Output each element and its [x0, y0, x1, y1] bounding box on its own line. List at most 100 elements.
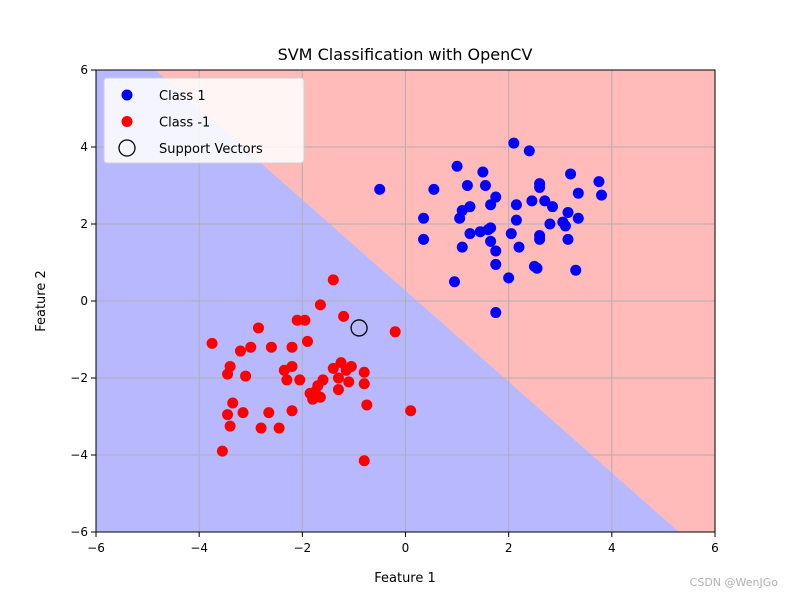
point-series0-47	[503, 272, 515, 284]
point-series0-1	[523, 145, 535, 157]
y-tick-label-4: 2	[80, 217, 88, 231]
point-series1-27	[343, 376, 355, 388]
point-series0-15	[510, 199, 522, 211]
point-series1-16	[335, 357, 347, 369]
point-series1-9	[234, 345, 246, 357]
x-tick-label-5: 4	[608, 541, 616, 555]
x-tick-label-3: 0	[402, 541, 410, 555]
point-series1-28	[358, 378, 370, 390]
x-tick-label-0: −6	[87, 541, 105, 555]
point-series1-45	[216, 445, 228, 457]
point-series1-3	[299, 314, 311, 326]
point-series1-37	[237, 407, 249, 419]
y-tick-label-5: 4	[80, 140, 88, 154]
legend-marker-1	[121, 116, 133, 127]
legend-box	[103, 77, 305, 164]
point-series0-8	[593, 176, 605, 188]
point-series0-4	[461, 180, 473, 191]
legend-label-0: Class 1	[159, 89, 206, 104]
point-series1-4	[338, 310, 350, 322]
point-series1-24	[294, 374, 306, 386]
point-series1-34	[307, 393, 319, 405]
point-series1-15	[286, 360, 298, 372]
point-series0-13	[596, 189, 608, 201]
point-series0-22	[562, 206, 574, 218]
point-series1-38	[263, 407, 275, 419]
point-series1-7	[206, 337, 218, 349]
point-series0-25	[510, 214, 522, 226]
point-series0-7	[565, 168, 577, 180]
y-axis-label: Feature 2	[34, 270, 49, 332]
point-series1-19	[340, 364, 352, 376]
point-series1-40	[222, 409, 234, 421]
point-series1-11	[286, 341, 298, 353]
chart-title: SVM Classification with OpenCV	[278, 45, 533, 64]
point-series0-29	[464, 228, 476, 240]
y-tick-label-0: −6	[70, 525, 88, 539]
point-series0-41	[562, 233, 574, 245]
y-tick-label-3: 0	[80, 294, 88, 308]
point-series0-14	[490, 191, 502, 203]
point-series0-2	[451, 160, 463, 172]
point-series0-40	[534, 233, 546, 245]
legend-marker-0	[121, 89, 133, 101]
point-series0-21	[547, 201, 559, 213]
legend-marker-2	[118, 139, 136, 157]
point-series0-27	[544, 218, 556, 230]
point-series1-6	[389, 326, 401, 338]
point-series0-0	[508, 137, 520, 149]
point-series1-1	[314, 299, 326, 311]
point-series0-46	[570, 264, 582, 276]
point-series1-23	[281, 374, 293, 386]
point-series1-26	[332, 372, 344, 384]
legend-label-1: Class -1	[159, 116, 210, 131]
x-tick-label-2: −2	[293, 541, 311, 555]
point-series0-48	[449, 276, 461, 288]
point-series0-20	[485, 199, 497, 211]
point-series1-22	[240, 370, 252, 382]
point-series0-9	[374, 183, 386, 195]
support-vector-0	[350, 319, 368, 337]
y-tick-label-1: −4	[70, 448, 88, 462]
point-series0-35	[559, 220, 571, 232]
point-series0-45	[531, 262, 543, 274]
point-series0-11	[534, 181, 546, 193]
x-axis-label: Feature 1	[374, 571, 436, 586]
point-series1-2	[291, 314, 303, 326]
x-tick-label-1: −4	[190, 541, 208, 555]
point-series1-21	[222, 368, 234, 380]
y-tick-label-6: 6	[80, 63, 88, 77]
point-series0-3	[477, 166, 489, 178]
point-series1-17	[327, 362, 339, 374]
point-series1-43	[273, 422, 285, 434]
legend-label-2: Support Vectors	[159, 142, 263, 157]
point-series1-20	[358, 366, 370, 378]
point-series1-41	[405, 405, 417, 417]
x-tick-label-4: 2	[505, 541, 513, 555]
point-series0-10	[428, 183, 440, 195]
y-tick-label-2: −2	[70, 371, 88, 385]
point-series0-23	[418, 212, 430, 224]
point-series1-39	[286, 405, 298, 417]
point-series1-0	[327, 274, 339, 286]
plot-area: −6 −4 −2 0 2 4 6 −6 −4 −2 0 2 4 6 Class 1 Class -1 Suppo…	[70, 63, 719, 555]
point-series0-33	[505, 228, 517, 240]
point-series0-49	[490, 307, 502, 319]
point-series0-5	[479, 180, 491, 191]
point-series0-32	[482, 224, 494, 236]
point-series1-30	[332, 384, 344, 396]
point-series0-43	[490, 258, 502, 270]
point-series0-37	[456, 241, 468, 253]
point-series0-24	[454, 212, 466, 224]
point-series1-46	[358, 455, 370, 467]
x-tick-label-6: 6	[711, 541, 719, 555]
point-series1-8	[245, 341, 257, 353]
watermark: CSDN @WenJGo	[690, 576, 779, 589]
point-series0-26	[572, 212, 584, 224]
point-series1-42	[255, 422, 267, 434]
point-series1-10	[265, 341, 277, 353]
point-series1-36	[361, 399, 373, 411]
point-series0-12	[572, 187, 584, 199]
point-series0-36	[418, 233, 430, 245]
